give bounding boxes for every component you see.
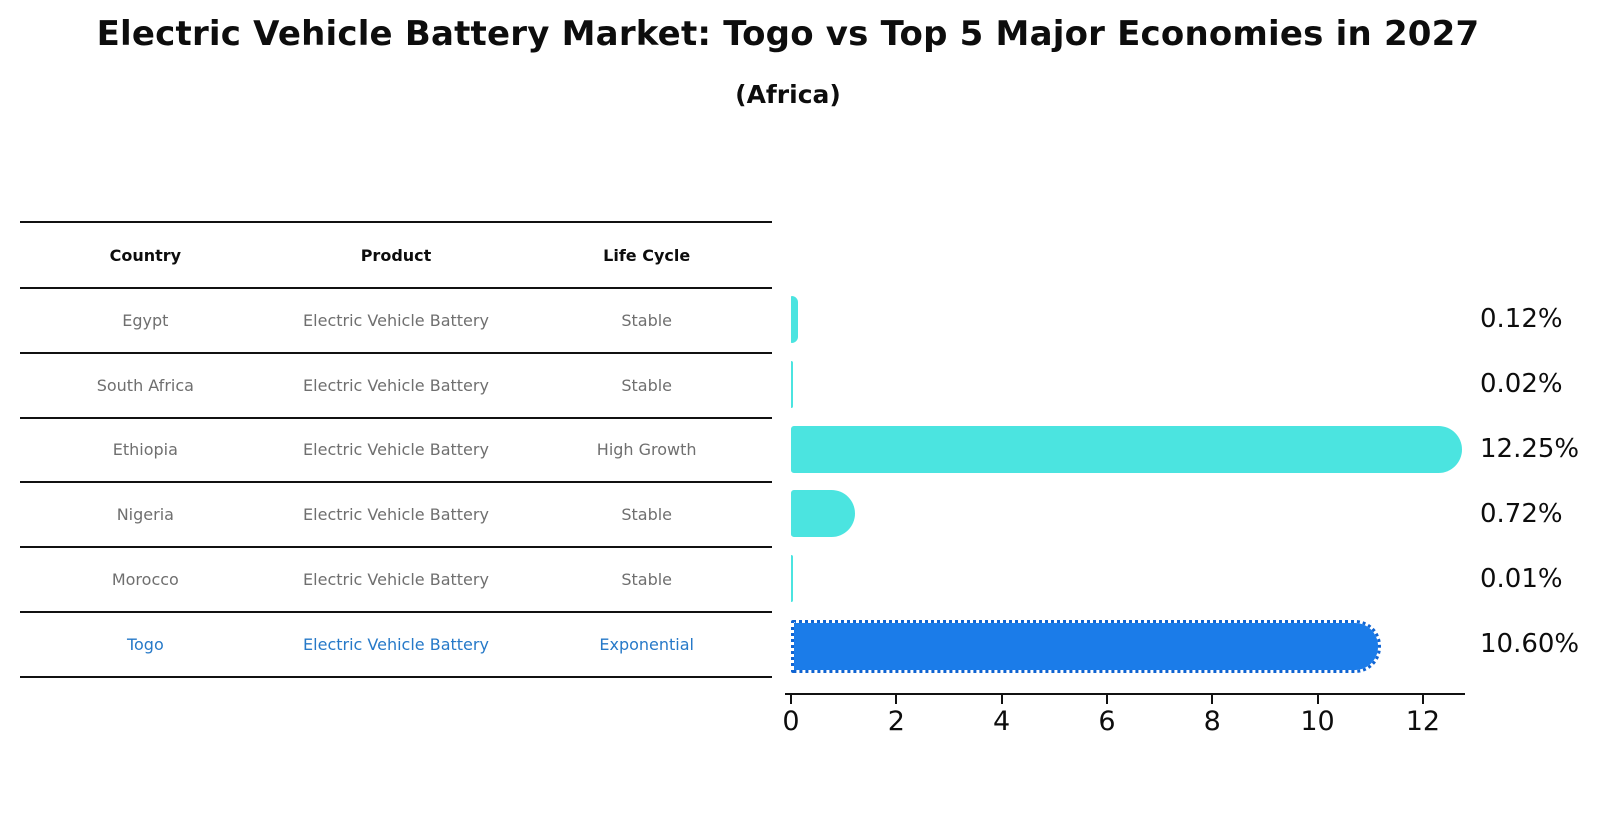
value-label: 12.25% [1480,434,1580,465]
country-table: Country Product Life Cycle Egypt Electri… [20,221,772,678]
table-cell-life-cycle: Stable [621,505,673,525]
table-header-product: Product [360,245,432,265]
value-label: 0.12% [1480,304,1563,335]
table-cell-country: Togo [126,634,164,654]
x-tick-label: 8 [1203,706,1221,737]
table-cell-product: Electric Vehicle Battery [303,310,489,330]
table-body: Egypt Electric Vehicle Battery Stable So… [20,289,772,678]
table-row: Morocco Electric Vehicle Battery Stable [20,548,772,613]
bar-south-africa [791,360,794,408]
value-label: 0.02% [1480,369,1563,400]
table-header-country: Country [109,245,182,265]
table-cell-country: Morocco [111,570,179,590]
x-tick-label: 0 [782,706,800,737]
x-tick-label: 4 [993,706,1011,737]
table-cell-product: Electric Vehicle Battery [303,375,489,395]
bar-ethiopia [791,425,1463,473]
x-axis-line [785,693,1465,695]
table-header-life-cycle: Life Cycle [603,245,691,265]
bar-nigeria [791,490,855,538]
table-cell-life-cycle: Exponential [599,634,694,654]
chart-title: Electric Vehicle Battery Market: Togo vs… [96,14,1480,54]
x-tick-label: 2 [887,706,905,737]
x-tick-mark [790,695,792,704]
table-cell-country: Egypt [122,310,169,330]
chart-subtitle: (Africa) [735,80,841,109]
value-label: 0.01% [1480,563,1563,594]
x-tick-mark [1105,695,1108,704]
bar-morocco [791,555,793,603]
bar-togo [791,620,1382,674]
table-cell-country: Nigeria [116,505,174,525]
table-row: South Africa Electric Vehicle Battery St… [20,354,772,419]
table-cell-product: Electric Vehicle Battery [303,505,489,525]
x-tick-mark [895,695,898,704]
table-cell-product: Electric Vehicle Battery [303,570,489,590]
x-tick-label: 10 [1300,706,1335,737]
table-cell-country: South Africa [96,375,194,395]
value-label: 10.60% [1480,628,1580,659]
x-tick-mark [1316,695,1319,704]
table-cell-country: Ethiopia [112,440,178,460]
table-cell-life-cycle: Stable [621,570,673,590]
x-tick-mark [1000,695,1003,704]
x-tick-label: 6 [1098,706,1116,737]
table-cell-product: Electric Vehicle Battery [303,440,489,460]
table-row: Egypt Electric Vehicle Battery Stable [20,289,772,354]
x-tick-mark [1421,695,1424,704]
table-cell-life-cycle: Stable [621,375,673,395]
bar-egypt [791,295,799,343]
table-row: Nigeria Electric Vehicle Battery Stable [20,483,772,549]
table-row: Ethiopia Electric Vehicle Battery High G… [20,419,772,484]
table-cell-life-cycle: High Growth [596,440,697,460]
table-cell-product: Electric Vehicle Battery [303,634,489,654]
value-label: 0.72% [1480,498,1563,529]
x-tick-label: 12 [1405,706,1441,737]
table-header-row: Country Product Life Cycle [20,221,772,289]
table-row: Togo Electric Vehicle Battery Exponentia… [20,613,772,678]
x-tick-mark [1211,695,1214,704]
table-cell-life-cycle: Stable [621,310,673,330]
